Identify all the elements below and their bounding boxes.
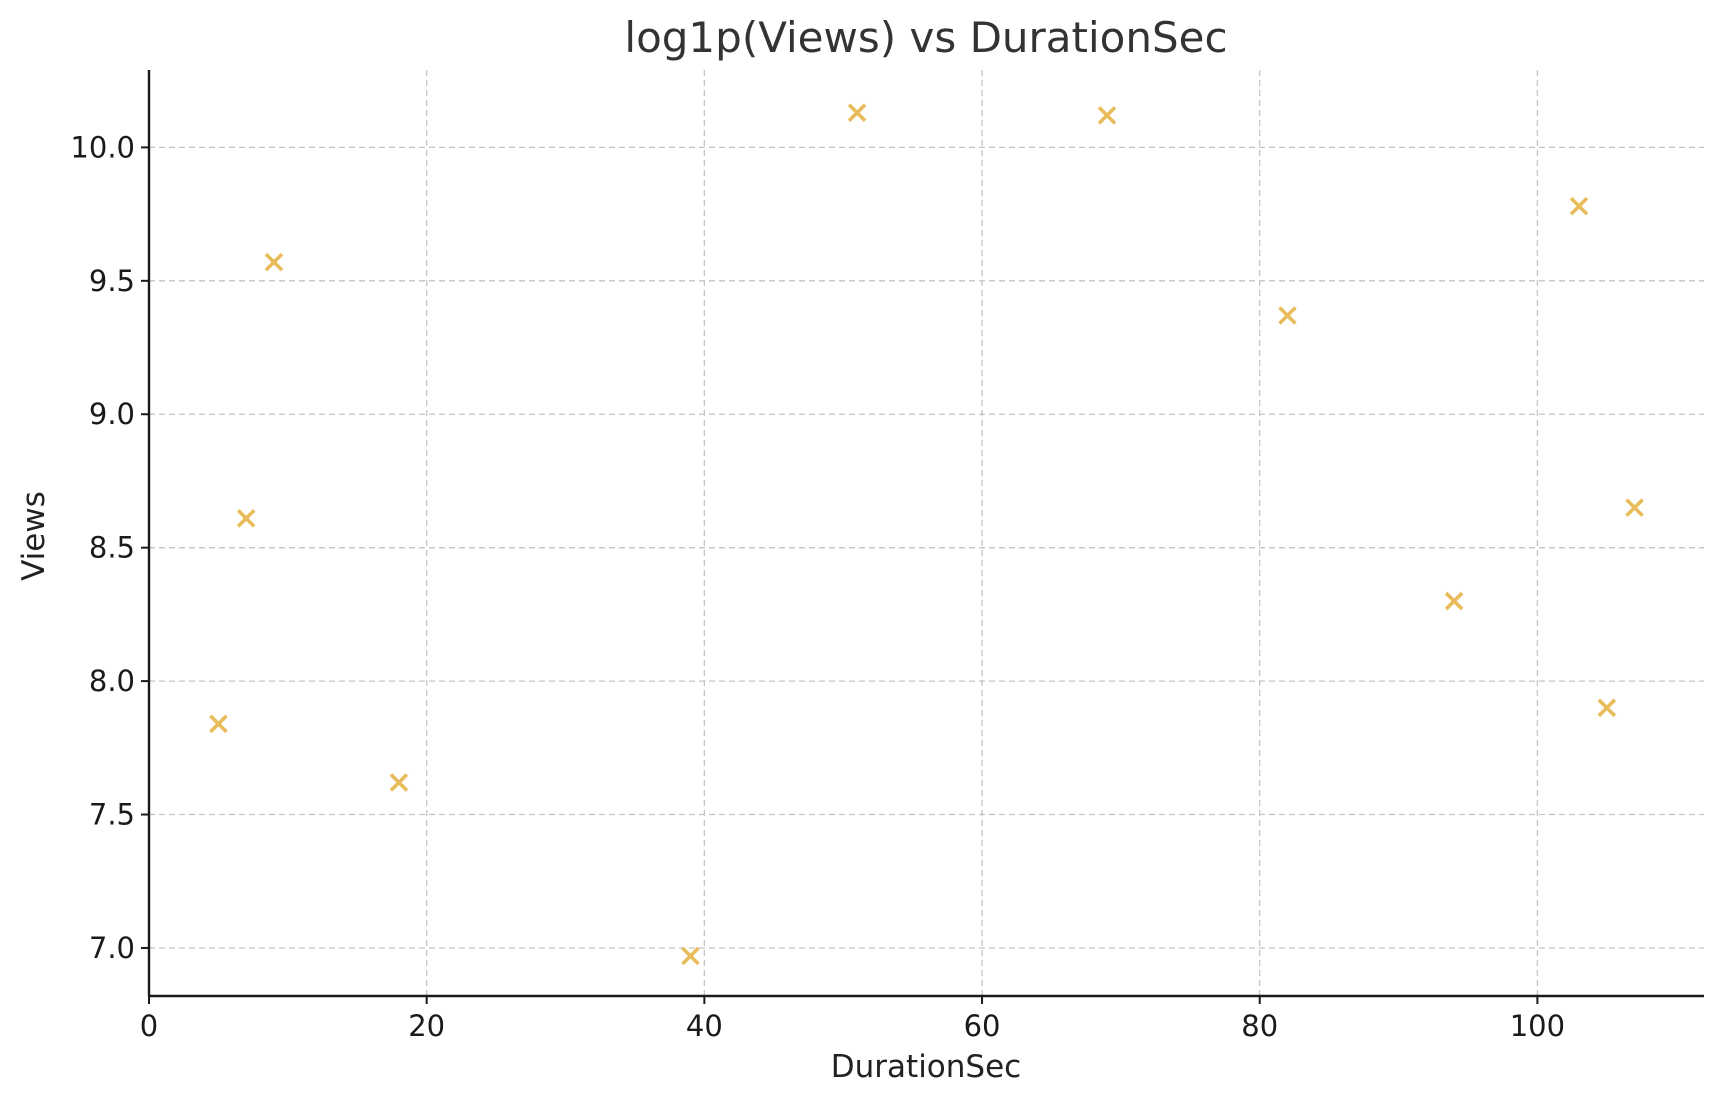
x-axis-label: DurationSec <box>831 1049 1021 1085</box>
chart-title: log1p(Views) vs DurationSec <box>624 13 1227 62</box>
y-tick-label-3: 8.5 <box>89 531 135 565</box>
data-point-6 <box>1097 106 1117 125</box>
data-point-2 <box>264 252 284 272</box>
x-tick-label-2: 40 <box>686 1009 723 1043</box>
y-tick-label-1: 7.5 <box>89 798 135 832</box>
data-point-10 <box>1597 698 1617 718</box>
data-point-3 <box>389 773 409 792</box>
x-tick-label-5: 100 <box>1510 1009 1565 1043</box>
x-tick-label-3: 60 <box>964 1009 1001 1043</box>
axis-spines <box>147 70 1704 998</box>
y-axis-ticks: 7.0 7.5 8.0 8.5 9.0 9.5 10.0 <box>70 130 149 965</box>
data-point-4 <box>681 946 700 966</box>
y-tick-label-5: 9.5 <box>89 264 135 298</box>
data-point-11 <box>1625 498 1644 517</box>
data-points <box>209 103 1644 966</box>
x-tick-label-4: 80 <box>1241 1009 1278 1043</box>
data-point-9 <box>1569 196 1589 216</box>
grid-layer <box>148 70 1704 996</box>
y-axis-label: Views <box>16 491 52 581</box>
x-axis-ticks: 0 20 40 60 80 100 <box>140 996 1565 1043</box>
data-point-5 <box>847 103 867 122</box>
data-point-7 <box>1278 306 1297 325</box>
x-tick-label-0: 0 <box>140 1009 158 1043</box>
data-point-0 <box>209 714 228 734</box>
x-tick-label-1: 20 <box>408 1009 445 1043</box>
y-tick-label-4: 9.0 <box>89 397 135 431</box>
data-point-8 <box>1444 591 1464 611</box>
data-point-1 <box>236 509 256 528</box>
y-tick-label-6: 10.0 <box>70 130 135 164</box>
y-tick-label-2: 8.0 <box>89 664 135 698</box>
y-tick-label-0: 7.0 <box>89 931 135 965</box>
